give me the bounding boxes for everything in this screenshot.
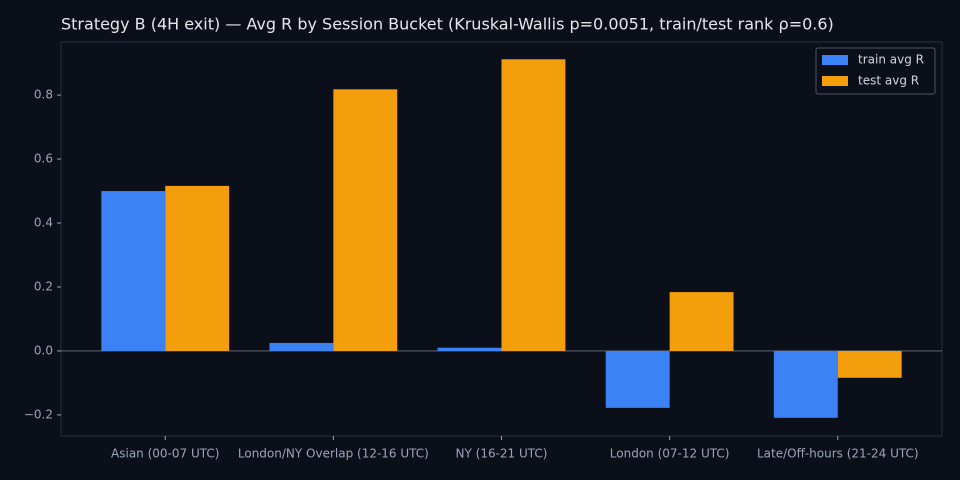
x-tick-label: Late/Off-hours (21-24 UTC) [757,447,919,461]
y-tick-label: 0.4 [34,216,53,230]
legend-swatch [822,76,848,86]
legend-label: train avg R [858,53,924,67]
bar [333,89,398,351]
bar [165,185,230,351]
x-tick-label: London/NY Overlap (12-16 UTC) [238,447,429,461]
x-tick-label: Asian (00-07 UTC) [111,447,219,461]
legend-swatch [822,55,848,65]
bar [605,350,670,408]
y-tick-label: 0.0 [34,343,53,357]
bar [669,292,734,351]
y-tick-label: 0.6 [34,152,53,166]
y-tick-label: −0.2 [24,407,53,421]
bar [837,350,902,378]
bar [437,347,502,351]
bar [101,191,166,351]
y-tick-label: 0.2 [34,279,53,293]
bar [501,59,566,351]
bar [269,342,334,351]
x-tick-label: NY (16-21 UTC) [456,447,548,461]
chart-title: Strategy B (4H exit) — Avg R by Session … [61,15,834,34]
legend-label: test avg R [858,74,919,88]
y-tick-label: 0.8 [34,88,53,102]
x-tick-label: London (07-12 UTC) [610,447,730,461]
bar [773,350,838,418]
